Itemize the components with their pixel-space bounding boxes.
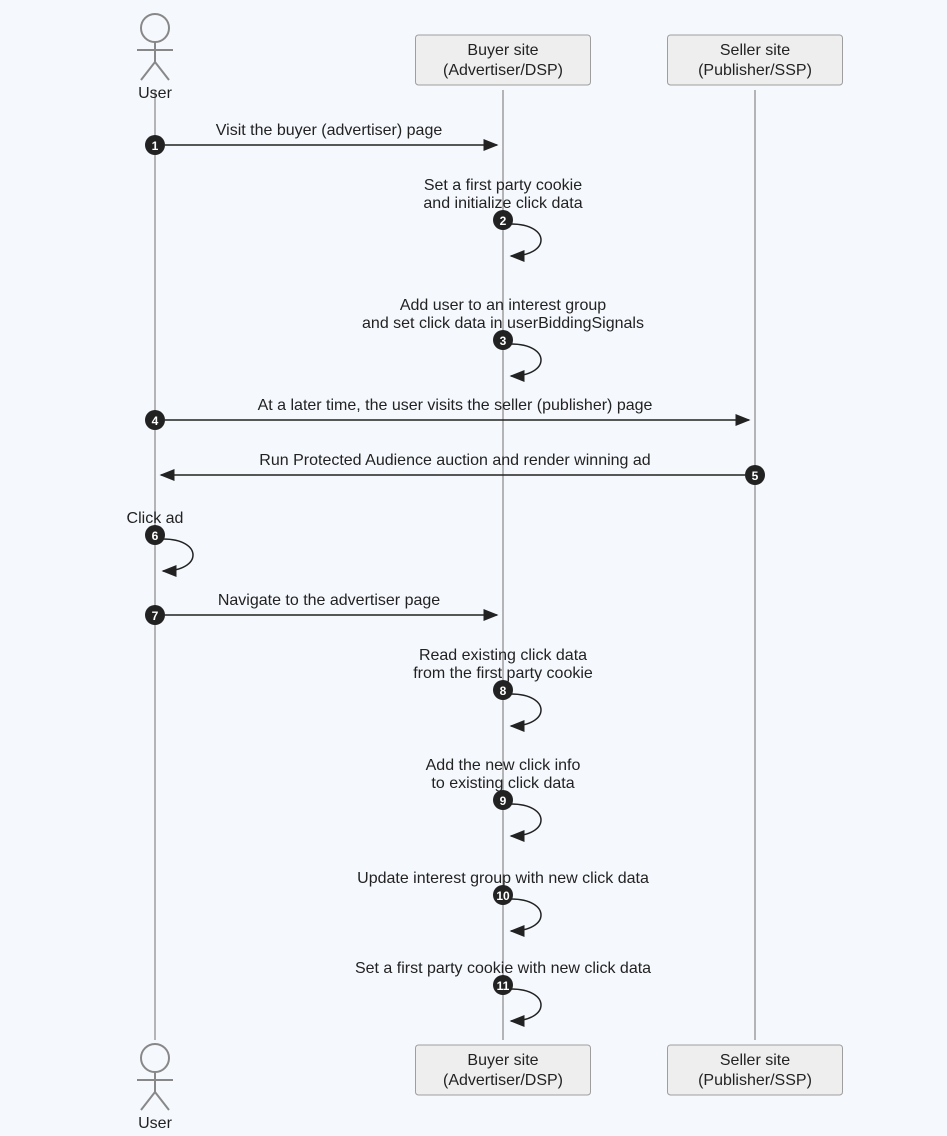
svg-text:Buyer site: Buyer site [467, 1052, 538, 1069]
svg-text:Navigate to the advertiser pag: Navigate to the advertiser page [218, 592, 440, 609]
svg-text:At a later time, the user visi: At a later time, the user visits the sel… [258, 397, 653, 414]
svg-text:Click ad: Click ad [127, 510, 184, 527]
svg-text:to existing click data: to existing click data [431, 775, 574, 792]
svg-text:(Advertiser/DSP): (Advertiser/DSP) [443, 62, 563, 79]
svg-text:and initialize click data: and initialize click data [423, 195, 582, 212]
svg-text:Seller site: Seller site [720, 42, 790, 59]
actor-box-bottom-buyer: Buyer site (Advertiser/DSP) [416, 1045, 591, 1095]
step-5: 5 Run Protected Audience auction and rend… [161, 452, 765, 485]
svg-text:9: 9 [500, 794, 507, 808]
svg-text:Buyer site: Buyer site [467, 42, 538, 59]
svg-text:Seller site: Seller site [720, 1052, 790, 1069]
step-6: Click ad 6 [127, 510, 193, 571]
svg-text:(Publisher/SSP): (Publisher/SSP) [698, 1072, 812, 1089]
svg-text:Read existing click data: Read existing click data [419, 647, 587, 664]
svg-text:from the first party cookie: from the first party cookie [413, 665, 593, 682]
svg-text:Add user to an interest group: Add user to an interest group [400, 297, 606, 314]
svg-text:(Advertiser/DSP): (Advertiser/DSP) [443, 1072, 563, 1089]
svg-text:11: 11 [497, 979, 510, 993]
sequence-diagram: User Buyer site (Advertiser/DSP) Seller sit… [0, 0, 947, 1136]
svg-text:7: 7 [152, 609, 159, 623]
svg-text:Update interest group with new: Update interest group with new click dat… [357, 870, 649, 887]
svg-text:8: 8 [500, 684, 507, 698]
step-1: 1 Visit the buyer (advertiser) page [145, 122, 497, 155]
svg-text:(Publisher/SSP): (Publisher/SSP) [698, 62, 812, 79]
svg-text:Set a first party cookie with: Set a first party cookie with new click … [355, 960, 651, 977]
svg-text:Run Protected Audience auction: Run Protected Audience auction and rende… [259, 452, 650, 469]
svg-text:User: User [138, 1115, 172, 1132]
actor-box-bottom-seller: Seller site (Publisher/SSP) [668, 1045, 843, 1095]
svg-text:3: 3 [500, 334, 507, 348]
svg-text:Set a first party cookie: Set a first party cookie [424, 177, 582, 194]
actor-box-top-buyer: Buyer site (Advertiser/DSP) [416, 35, 591, 85]
actor-box-top-seller: Seller site (Publisher/SSP) [668, 35, 843, 85]
svg-text:1: 1 [152, 139, 159, 153]
step-7: 7 Navigate to the advertiser page [145, 592, 497, 625]
svg-text:2: 2 [500, 214, 507, 228]
actor-stick-bottom: User [137, 1044, 173, 1132]
svg-text:Visit the buyer (advertiser) p: Visit the buyer (advertiser) page [216, 122, 443, 139]
svg-text:10: 10 [496, 889, 510, 903]
actor-stick-top: User [137, 14, 173, 102]
svg-text:User: User [138, 85, 172, 102]
svg-text:Add the new click info: Add the new click info [426, 757, 581, 774]
svg-text:6: 6 [152, 529, 159, 543]
svg-text:5: 5 [752, 469, 759, 483]
svg-text:4: 4 [152, 414, 159, 428]
svg-text:and set click data in userBidd: and set click data in userBiddingSignals [362, 315, 644, 332]
step-4: 4 At a later time, the user visits the se… [145, 397, 749, 430]
